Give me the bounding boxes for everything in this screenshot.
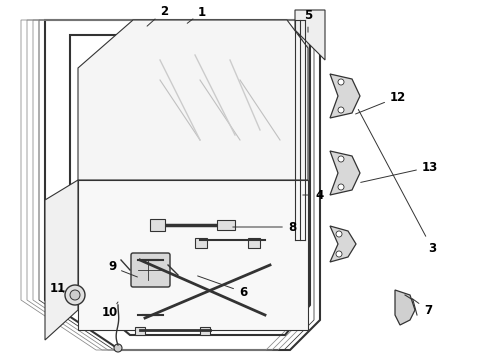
Text: 2: 2 (147, 5, 168, 26)
Text: 3: 3 (358, 109, 436, 255)
Text: 11: 11 (50, 282, 66, 294)
Circle shape (70, 290, 80, 300)
Text: 10: 10 (102, 302, 118, 320)
FancyBboxPatch shape (131, 253, 170, 287)
Polygon shape (330, 151, 360, 195)
Circle shape (114, 344, 122, 352)
Polygon shape (45, 180, 78, 340)
Bar (150, 219, 165, 231)
Polygon shape (295, 10, 325, 60)
Bar (135, 327, 145, 335)
Text: 9: 9 (108, 261, 137, 277)
Bar (217, 220, 235, 230)
Polygon shape (330, 226, 356, 262)
Polygon shape (330, 74, 360, 118)
Text: 5: 5 (304, 9, 312, 32)
Text: 13: 13 (361, 161, 438, 183)
Circle shape (338, 107, 344, 113)
Circle shape (338, 156, 344, 162)
Circle shape (338, 184, 344, 190)
Circle shape (336, 251, 342, 257)
Circle shape (336, 231, 342, 237)
Polygon shape (78, 180, 308, 330)
Bar (200, 327, 210, 335)
Text: 12: 12 (356, 90, 406, 114)
Circle shape (338, 79, 344, 85)
Polygon shape (395, 290, 415, 325)
Circle shape (65, 285, 85, 305)
Polygon shape (78, 20, 308, 180)
Text: 4: 4 (303, 189, 324, 202)
Text: 7: 7 (412, 299, 432, 316)
Bar (195, 238, 207, 248)
Text: 8: 8 (233, 220, 296, 234)
Text: 6: 6 (197, 276, 247, 298)
Text: 1: 1 (187, 5, 206, 23)
Bar (248, 238, 260, 248)
